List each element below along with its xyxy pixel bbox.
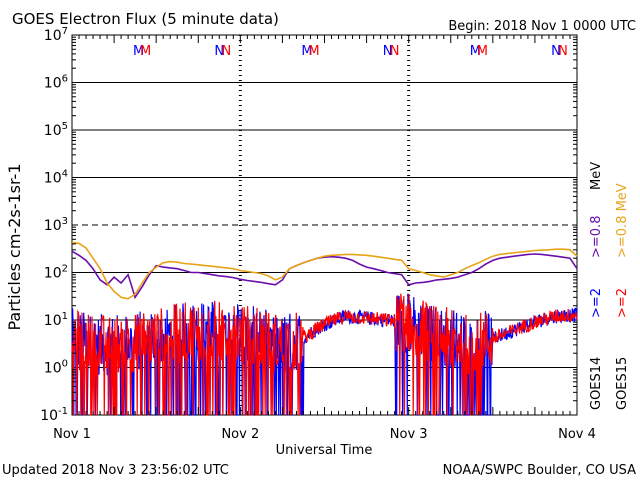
event-marker: M bbox=[140, 44, 151, 59]
right-legend: GOES14 >=2 >=0.8 MeV GOES15 >=2 >=0.8 MeV bbox=[589, 162, 630, 410]
y-tick-label: 105 bbox=[44, 121, 68, 139]
goes14-08mev-line bbox=[71, 250, 578, 300]
y-tick-label: 104 bbox=[44, 169, 68, 187]
legend-goes14-08mev: >=0.8 bbox=[589, 216, 604, 258]
source-label: NOAA/SWPC Boulder, CO USA bbox=[443, 463, 636, 478]
event-marker: M bbox=[308, 44, 319, 59]
event-marker: N bbox=[383, 44, 393, 59]
event-markers: MM NN MM NN MM NN bbox=[133, 44, 568, 59]
event-marker: N bbox=[558, 44, 568, 59]
x-tick-label: Nov 4 bbox=[558, 427, 596, 442]
event-marker: M bbox=[470, 44, 481, 59]
y-tick-label: 103 bbox=[44, 216, 68, 234]
axis-ticks: 10-1 100 101 102 103 104 105 106 107 Nov 1 Nov 2 No… bbox=[40, 26, 596, 442]
y-axis-label: Particles cm-2s-1sr-1 bbox=[5, 163, 24, 330]
y-tick-label: 101 bbox=[44, 311, 68, 329]
y-tick-label: 10-1 bbox=[40, 406, 68, 424]
chart-title: GOES Electron Flux (5 minute data) bbox=[12, 10, 279, 28]
event-marker: M bbox=[301, 44, 312, 59]
x-axis-label: Universal Time bbox=[276, 443, 373, 458]
x-tick-label: Nov 1 bbox=[53, 427, 91, 442]
legend-goes15-2mev: >=2 bbox=[615, 288, 630, 318]
goes15-2mev-line bbox=[71, 293, 578, 416]
legend-goes14-2mev: >=2 bbox=[589, 288, 604, 318]
y-tick-label: 106 bbox=[44, 74, 68, 92]
y-tick-label: 102 bbox=[44, 264, 68, 282]
event-marker: M bbox=[133, 44, 144, 59]
legend-goes14: GOES14 bbox=[589, 357, 604, 410]
event-marker: N bbox=[390, 44, 400, 59]
event-marker: M bbox=[477, 44, 488, 59]
series-lines bbox=[71, 241, 578, 416]
begin-date: Begin: 2018 Nov 1 0000 UTC bbox=[448, 19, 636, 34]
event-marker: N bbox=[551, 44, 561, 59]
event-marker: N bbox=[214, 44, 224, 59]
event-marker: N bbox=[221, 44, 231, 59]
y-tick-label: 100 bbox=[44, 359, 68, 377]
updated-timestamp: Updated 2018 Nov 3 23:56:02 UTC bbox=[2, 463, 229, 478]
legend-goes15: GOES15 bbox=[615, 357, 630, 410]
y-tick-label: 107 bbox=[44, 26, 68, 44]
day-separators bbox=[238, 35, 411, 415]
x-tick-label: Nov 3 bbox=[390, 427, 428, 442]
goes15-08mev-line bbox=[71, 241, 578, 300]
legend-goes15-08mev: >=0.8 MeV bbox=[615, 183, 630, 258]
legend-mev-unit: MeV bbox=[589, 162, 604, 190]
x-tick-label: Nov 2 bbox=[221, 427, 259, 442]
